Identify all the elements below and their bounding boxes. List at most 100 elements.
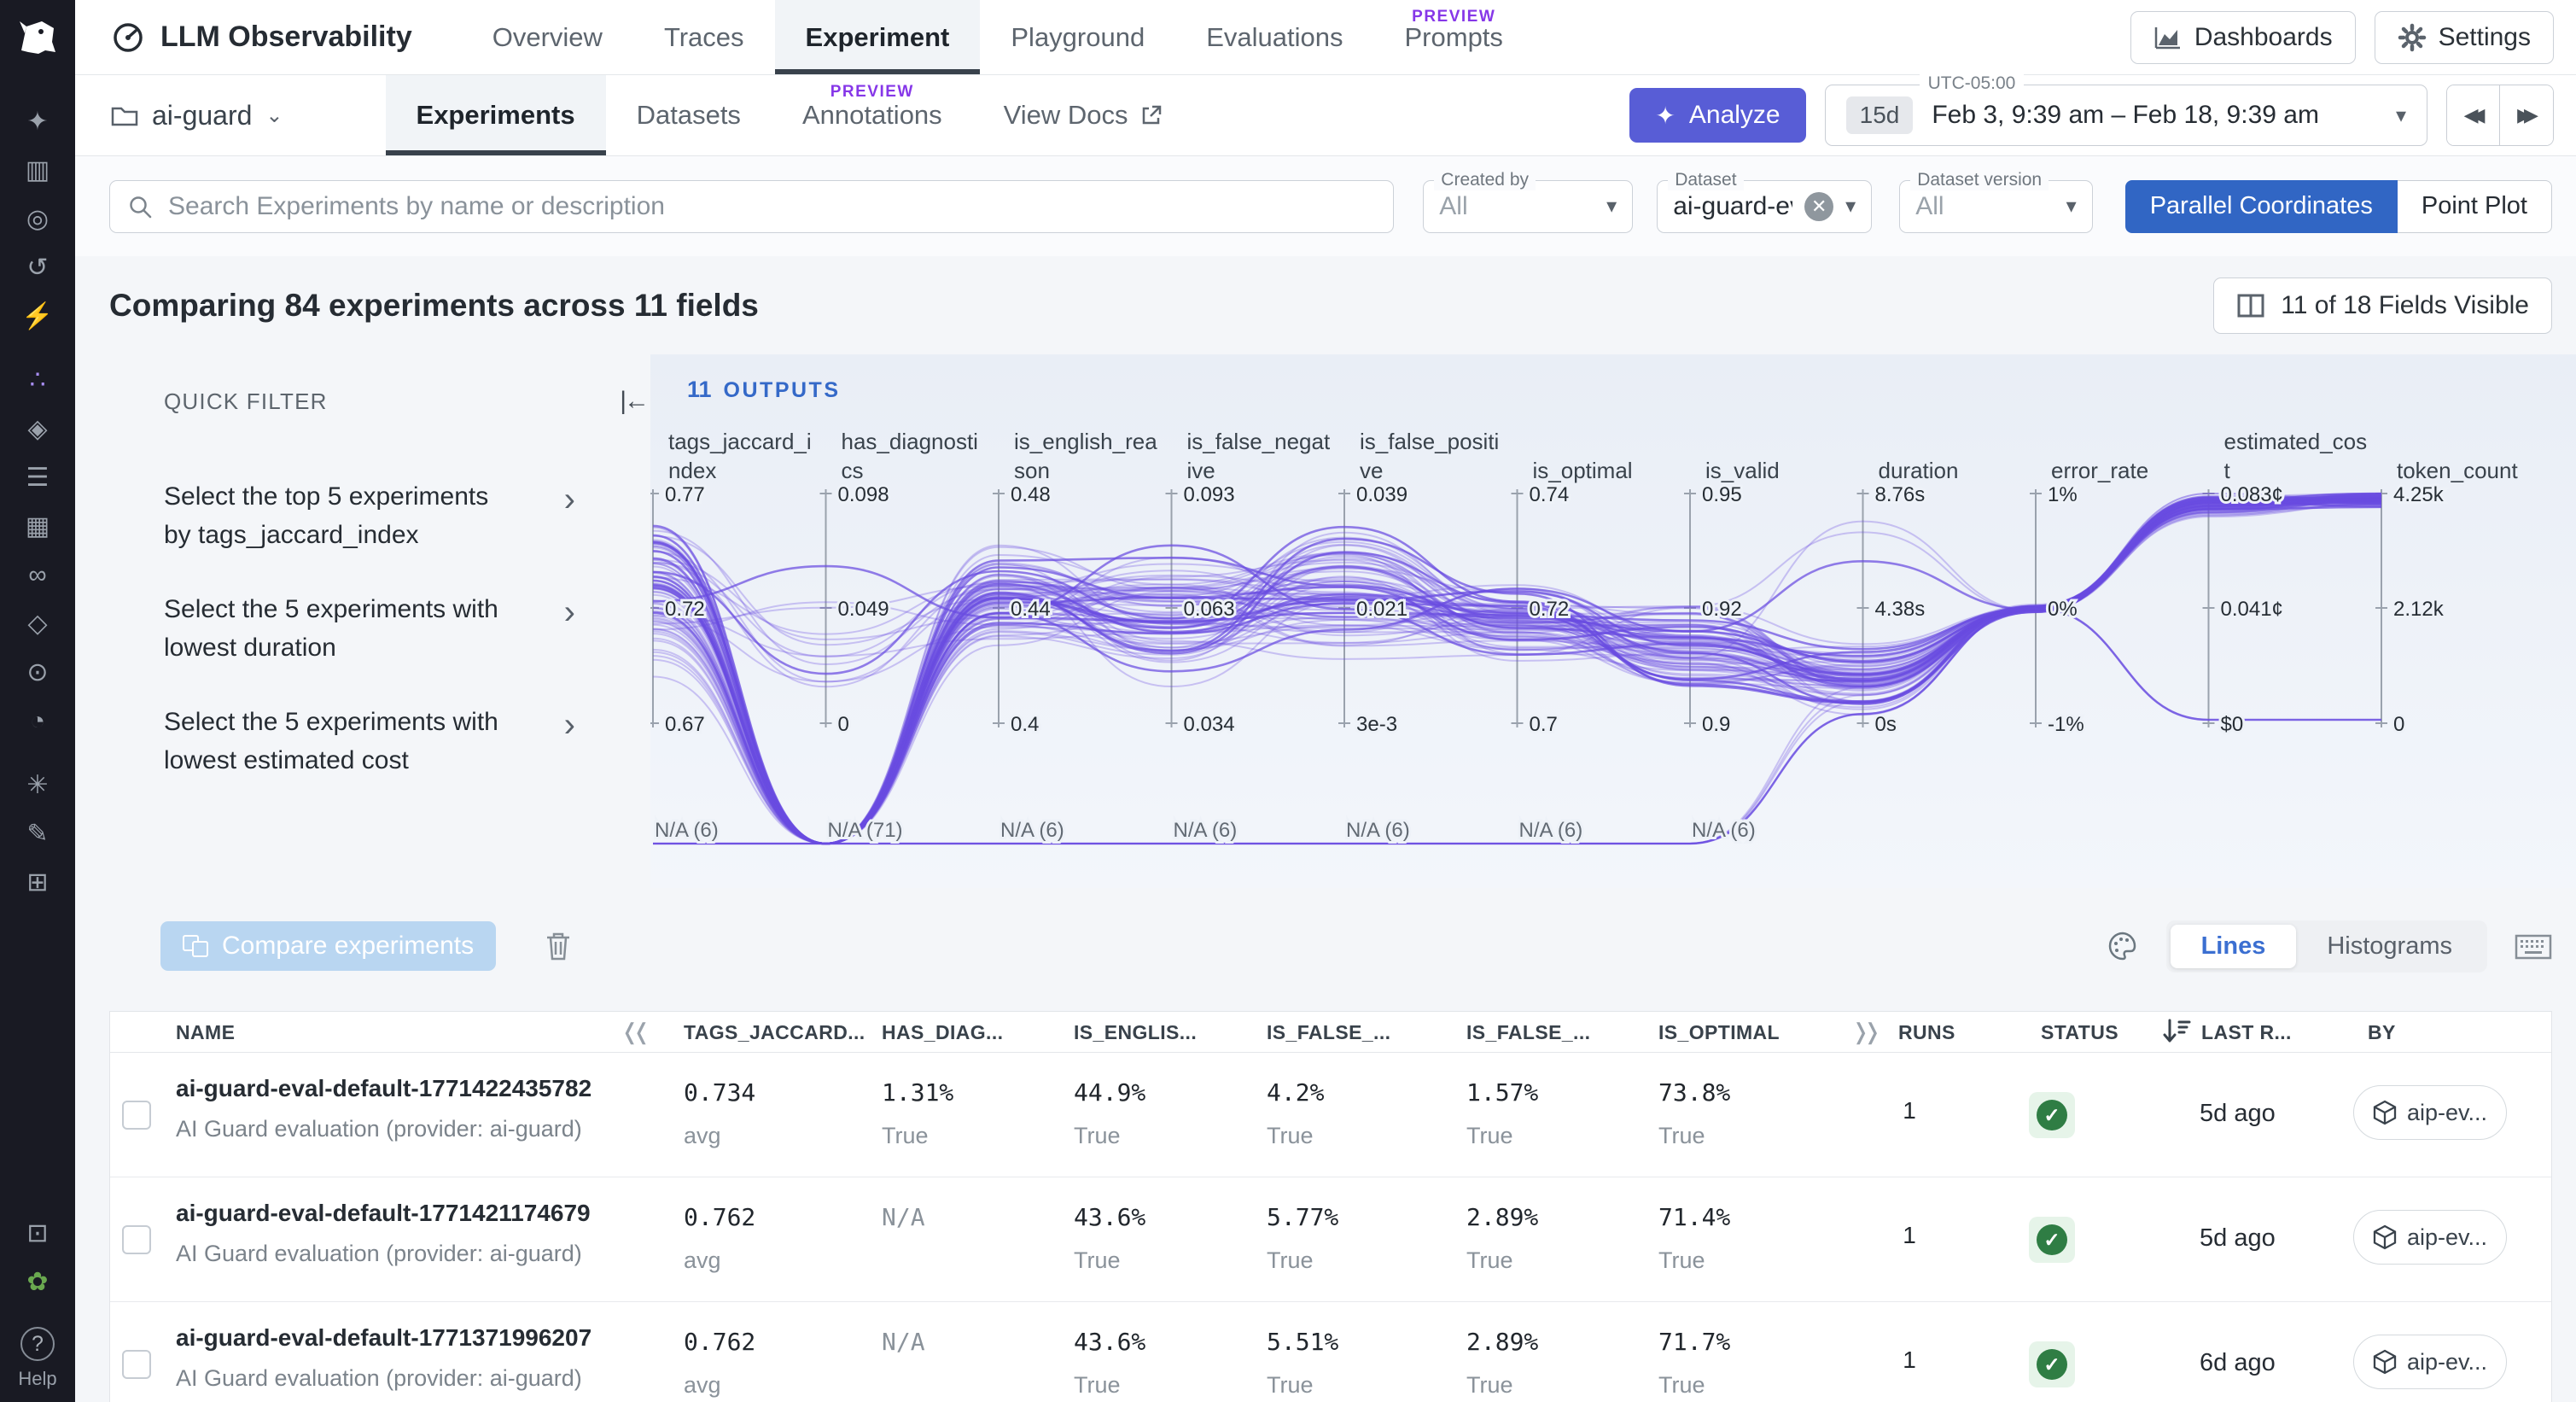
shift-back-button[interactable]: ◀◀ [2447,85,2500,145]
axis-label-tags-jaccard-index[interactable]: tags_jaccard_index [668,429,812,483]
mode-lines[interactable]: Lines [2170,924,2297,968]
tab-annotations[interactable]: Annotations PREVIEW [772,75,973,155]
time-range-picker[interactable]: UTC-05:00 15d Feb 3, 9:39 am – Feb 18, 9… [1824,73,2427,146]
toggle-parallel-coordinates[interactable]: Parallel Coordinates [2124,179,2398,233]
svg-text:0.4: 0.4 [1011,713,1039,736]
experiment-name[interactable]: ai-guard-eval-default-1771421174679 [176,1200,591,1226]
collapse-panel-icon[interactable]: |← [620,387,650,415]
toggle-point-plot[interactable]: Point Plot [2397,179,2552,233]
dataset-select[interactable]: Dataset ai-guard-ev... ✕ ▾ [1657,169,1873,233]
axis-label-error-rate[interactable]: error_rate [2051,458,2149,483]
row-checkbox[interactable] [122,1101,151,1130]
column-header-by[interactable]: BY [2368,1021,2396,1043]
svg-text:N/A (6): N/A (6) [1519,819,1583,842]
keyboard-icon[interactable] [2515,932,2552,960]
parallel-coordinates-chart[interactable]: 11 OUTPUTS tags_jaccard_index has_diagnost… [650,354,2576,888]
diamond-icon[interactable]: ◇ [27,610,48,638]
axis-label-duration[interactable]: duration [1878,458,1959,483]
tab-overview[interactable]: Overview [462,0,633,74]
trash-icon[interactable] [544,931,573,961]
grid-plus-icon[interactable]: ⊞ [26,868,49,897]
list-icon[interactable]: ☰ [26,464,50,492]
bar-chart-icon[interactable]: ▥ [25,156,50,184]
axis-label-is-false-negative[interactable]: is_false_negative [1186,429,1331,483]
dashboards-button[interactable]: Dashboards [2130,10,2356,64]
pencil-icon[interactable]: ✎ [26,820,49,848]
column-header-is-false[interactable]: IS_FALSE_... [1466,1021,1591,1043]
metric-subvalue: avg [684,1247,721,1273]
column-header-tags-jaccard[interactable]: TAGS_JACCARD... [684,1021,865,1043]
plant-icon[interactable]: ✿ [26,1268,49,1296]
column-header-has-diag[interactable]: HAS_DIAG... [882,1021,1004,1043]
tab-prompts[interactable]: Prompts PREVIEW [1374,0,1534,74]
axis-label-is-false-positive[interactable]: is_false_positive [1360,429,1500,483]
tab-experiments[interactable]: Experiments [385,75,606,155]
help-icon[interactable]: ? [20,1327,55,1361]
settings-button[interactable]: Settings [2374,10,2554,64]
quick-filter-item[interactable]: Select the top 5 experiments by tags_jac… [164,481,575,549]
tab-evaluations[interactable]: Evaluations [1175,0,1373,74]
tab-traces[interactable]: Traces [633,0,775,74]
expand-columns-icon[interactable]: ❭❭ [1851,1019,1881,1044]
experiment-name[interactable]: ai-guard-eval-default-1771422435782 [176,1075,592,1101]
axis-label-is-optimal[interactable]: is_optimal [1532,458,1633,483]
datadog-logo-icon[interactable] [0,0,75,75]
tab-playground[interactable]: Playground [980,0,1175,74]
sparkle-icon[interactable]: ✦ [26,108,49,136]
column-header-is-englis[interactable]: IS_ENGLIS... [1074,1021,1198,1043]
axis-label-has-diagnostics[interactable]: has_diagnostics [841,429,978,483]
palette-icon[interactable] [2107,931,2139,961]
row-checkbox[interactable] [122,1225,151,1254]
history-icon[interactable]: ↺ [26,254,49,282]
metric-value: 2.89% [1466,1203,1539,1231]
table-row[interactable]: ai-guard-eval-default-1771422435782 AI Gu… [110,1053,2551,1177]
axis-label-is-valid[interactable]: is_valid [1705,458,1780,483]
compare-experiments-button[interactable]: Compare experiments [160,921,497,971]
column-header-status[interactable]: STATUS [2041,1021,2118,1043]
shift-forward-button[interactable]: ▶▶ [2500,85,2553,145]
bug-icon[interactable]: ✳ [26,771,49,799]
scope-icon[interactable]: ⊙ [26,658,49,686]
table-row[interactable]: ai-guard-eval-default-1771371996207 AI Gu… [110,1302,2551,1402]
tab-datasets[interactable]: Datasets [606,75,772,155]
clear-filter-icon[interactable]: ✕ [1804,191,1834,221]
infinity-icon[interactable]: ∞ [28,560,47,589]
by-pill[interactable]: aip-ev... [2353,1335,2508,1389]
project-selector[interactable]: ai-guard ⌄ [75,75,283,155]
quick-filter-item[interactable]: Select the 5 experiments with lowest est… [164,706,575,774]
row-checkbox[interactable] [122,1350,151,1379]
axis-label-is-english-reason[interactable]: is_english_reason [1014,429,1157,483]
collapse-columns-icon[interactable]: ❬❬ [621,1019,650,1044]
bolt-icon[interactable]: ⚡ [21,302,54,330]
column-header-name[interactable]: NAME [176,1021,236,1043]
mode-histograms[interactable]: Histograms [2327,932,2452,960]
tab-view-docs[interactable]: View Docs [973,75,1193,155]
dataset-version-select[interactable]: Dataset version All ▾ [1899,169,2093,233]
fields-visible-button[interactable]: 11 of 18 Fields Visible [2213,277,2552,334]
target-icon[interactable]: ◎ [26,205,50,233]
analyze-button[interactable]: ✦ Analyze [1629,88,1806,143]
blocks-icon[interactable]: ⊡ [26,1219,49,1247]
column-header-last-r[interactable]: LAST R... [2201,1021,2292,1043]
sort-descending-icon[interactable] [2161,1017,2192,1046]
axis-label-token-count[interactable]: token_count [2397,458,2518,483]
column-header-is-false[interactable]: IS_FALSE_... [1267,1021,1391,1043]
svg-text:4.25k: 4.25k [2393,483,2445,506]
gauge-icon[interactable]: ◔ [29,706,46,735]
chevron-down-icon: ▾ [2066,195,2077,218]
svg-text:0.44: 0.44 [1011,598,1051,621]
column-header-runs[interactable]: RUNS [1898,1021,1955,1043]
table-row[interactable]: ai-guard-eval-default-1771421174679 AI Gu… [110,1177,2551,1302]
by-pill[interactable]: aip-ev... [2353,1210,2508,1265]
experiment-name[interactable]: ai-guard-eval-default-1771371996207 [176,1324,592,1351]
grid-icon[interactable]: ▦ [25,512,50,540]
by-pill[interactable]: aip-ev... [2353,1085,2508,1140]
search-input[interactable] [168,191,1377,221]
layers-icon[interactable]: ◈ [27,415,48,443]
axis-label-estimated-cost[interactable]: estimated_cost [2223,429,2368,483]
dots-cluster-icon[interactable]: ∴ [29,366,46,394]
tab-experiment[interactable]: Experiment [774,0,981,74]
column-header-is-optimal[interactable]: IS_OPTIMAL [1658,1021,1780,1043]
created-by-select[interactable]: Created by All ▾ [1423,169,1634,233]
quick-filter-item[interactable]: Select the 5 experiments with lowest dur… [164,593,575,662]
